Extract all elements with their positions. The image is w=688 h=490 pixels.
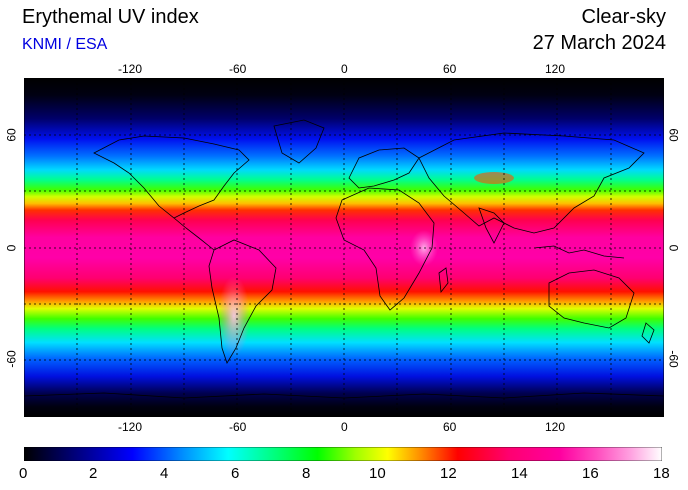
tibet-hotspot (474, 172, 514, 184)
date-label: 27 March 2024 (532, 32, 666, 54)
left-lat-tick-label: 60 (4, 128, 19, 142)
colorbar-label: 12 (440, 465, 457, 482)
colorbar-label: 14 (511, 465, 528, 482)
bottom-lon-tick-label: 60 (443, 420, 457, 434)
andes-hotspot (218, 276, 250, 356)
colorbar-label: 6 (231, 465, 240, 482)
colorbar-label: 10 (369, 465, 386, 482)
top-lon-tick-label: 120 (545, 62, 566, 76)
right-lat-tick-label: -60 (666, 350, 681, 368)
top-lon-tick-label: -60 (229, 62, 247, 76)
sky-mode-label: Clear-sky (581, 6, 666, 28)
top-lon-tick-label: 0 (341, 62, 348, 76)
bottom-lon-tick-label: -120 (118, 420, 143, 434)
uv-colorbar (24, 447, 662, 461)
top-lon-tick-label: 60 (443, 62, 457, 76)
colorbar-label: 2 (89, 465, 98, 482)
colorbar-label: 16 (582, 465, 599, 482)
colorbar-label: 18 (653, 465, 670, 482)
colorbar-label: 0 (19, 465, 28, 482)
left-lat-tick-label: -60 (4, 350, 19, 368)
uv-index-map (24, 78, 664, 417)
right-lat-tick-label: 0 (666, 244, 681, 252)
colorbar-label: 4 (160, 465, 169, 482)
credit-label: KNMI / ESA (22, 36, 108, 53)
bottom-lon-tick-label: 0 (341, 420, 348, 434)
bottom-lon-tick-label: -60 (229, 420, 247, 434)
gridlines (24, 78, 664, 417)
left-lat-tick-label: 0 (4, 244, 19, 252)
colorbar-label: 8 (302, 465, 311, 482)
bottom-lon-tick-label: 120 (545, 420, 566, 434)
right-lat-tick-label: 60 (666, 128, 681, 142)
top-lon-tick-label: -120 (118, 62, 143, 76)
map-title: Erythemal UV index (22, 6, 199, 28)
